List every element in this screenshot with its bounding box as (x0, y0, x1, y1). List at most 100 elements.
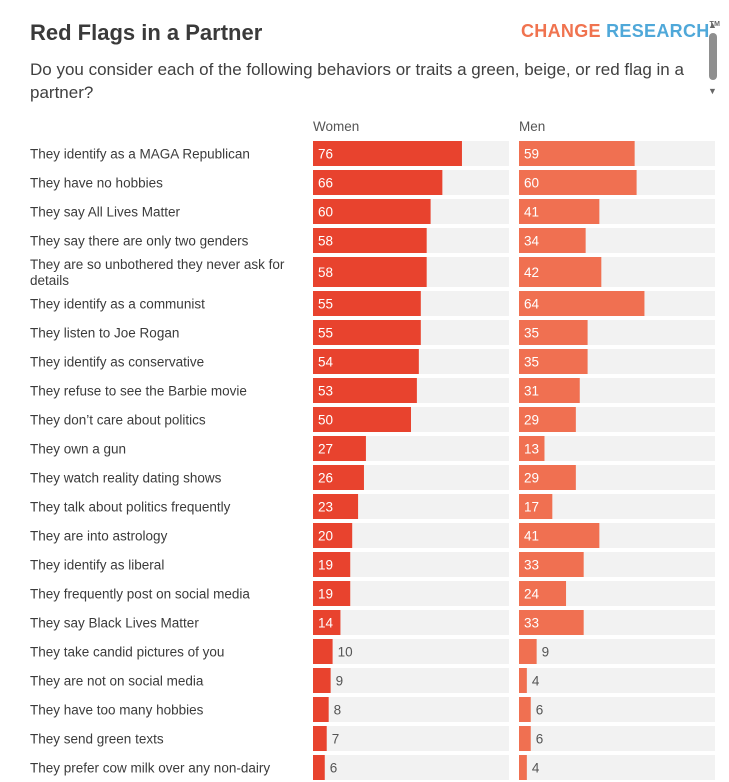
data-label-men: 29 (524, 471, 539, 486)
bar-men (519, 228, 586, 253)
row-label-line: They identify as liberal (30, 558, 164, 573)
bar-track-women (313, 697, 509, 722)
data-label-men: 41 (524, 529, 539, 544)
row-label: They listen to Joe Rogan (30, 326, 179, 341)
data-label-women: 6 (330, 761, 338, 776)
bar-track-men (519, 436, 715, 461)
column-header-women: Women (313, 119, 359, 134)
data-label-women: 55 (318, 297, 333, 312)
row-label-line: They listen to Joe Rogan (30, 326, 179, 341)
row-label-line: They are so unbothered they never ask fo… (30, 257, 285, 272)
data-label-men: 59 (524, 147, 539, 162)
bar-men (519, 257, 602, 287)
data-label-men: 42 (524, 265, 539, 280)
row-label: They have no hobbies (30, 176, 163, 191)
bar-women (313, 494, 359, 519)
row-label: They own a gun (30, 442, 126, 457)
row-label-line: They prefer cow milk over any non-dairy (30, 761, 270, 776)
data-label-women: 26 (318, 471, 333, 486)
row-label-line: They send green texts (30, 732, 164, 747)
bar-men (519, 523, 600, 548)
scrollbar-thumb[interactable] (709, 33, 717, 80)
row-label: They identify as liberal (30, 558, 164, 573)
data-label-men: 17 (524, 500, 539, 515)
row-label-line: They say there are only two genders (30, 234, 249, 249)
row-label: They say Black Lives Matter (30, 616, 199, 631)
data-label-men: 60 (524, 176, 539, 191)
row-label: They prefer cow milk over any non-dairy (30, 761, 270, 776)
bar-men (519, 291, 645, 316)
bar-track-men (519, 726, 715, 751)
bar-track-women (313, 755, 509, 780)
bar-men (519, 494, 553, 519)
data-label-women: 58 (318, 234, 333, 249)
row-label: They are into astrology (30, 529, 168, 544)
bar-women (313, 228, 427, 253)
bar-women (313, 407, 411, 432)
bar-men (519, 407, 576, 432)
data-label-women: 54 (318, 355, 334, 370)
bar-men (519, 581, 567, 606)
bar-men (519, 141, 635, 166)
row-label-line: They watch reality dating shows (30, 471, 222, 486)
column-header-men: Men (519, 119, 545, 134)
bar-men (519, 199, 600, 224)
row-label: They watch reality dating shows (30, 471, 222, 486)
data-label-women: 23 (318, 500, 333, 515)
chart-title: Red Flags in a Partner (30, 20, 263, 45)
bar-men (519, 349, 588, 374)
chart-subtitle: Do you consider each of the following be… (30, 60, 684, 102)
data-label-women: 55 (318, 326, 333, 341)
row-label-line: They have no hobbies (30, 176, 163, 191)
bar-men (519, 726, 531, 751)
scroll-up-arrow-icon[interactable]: ▲ (708, 20, 717, 30)
data-label-men: 9 (542, 645, 550, 660)
data-label-women: 8 (334, 703, 342, 718)
data-label-men: 4 (532, 761, 540, 776)
bar-women (313, 610, 341, 635)
bar-women (313, 697, 329, 722)
bar-track-women (313, 610, 509, 635)
bar-women (313, 291, 421, 316)
scroll-down-arrow-icon[interactable]: ▼ (708, 86, 717, 96)
data-label-women: 9 (336, 674, 344, 689)
logo-word-research: RESEARCH (606, 21, 710, 41)
bar-men (519, 755, 527, 780)
row-label-line: details (30, 273, 69, 288)
bar-women (313, 349, 419, 374)
bar-men (519, 170, 637, 195)
data-label-men: 41 (524, 205, 539, 220)
data-label-men: 4 (532, 674, 540, 689)
data-label-men: 33 (524, 616, 539, 631)
data-label-women: 60 (318, 205, 333, 220)
row-label: They are not on social media (30, 674, 204, 689)
row-label: They refuse to see the Barbie movie (30, 384, 247, 399)
data-label-men: 31 (524, 384, 539, 399)
bar-women (313, 581, 351, 606)
data-label-women: 10 (338, 645, 353, 660)
data-label-men: 6 (536, 732, 544, 747)
row-label-line: They talk about politics frequently (30, 500, 231, 515)
row-label-line: They are not on social media (30, 674, 204, 689)
data-label-men: 35 (524, 355, 539, 370)
change-research-logo: CHANGE RESEARCHTM (521, 21, 720, 42)
row-label-line: They identify as a communist (30, 297, 205, 312)
bar-men (519, 697, 531, 722)
row-label: They say there are only two genders (30, 234, 249, 249)
row-label-line: They identify as a MAGA Republican (30, 147, 250, 162)
data-label-men: 64 (524, 297, 540, 312)
row-label: They frequently post on social media (30, 587, 250, 602)
bar-women (313, 552, 351, 577)
data-label-men: 6 (536, 703, 544, 718)
data-label-women: 53 (318, 384, 333, 399)
bar-women (313, 726, 327, 751)
bar-track-men (519, 639, 715, 664)
bar-women (313, 199, 431, 224)
row-label-line: They own a gun (30, 442, 126, 457)
bar-women (313, 141, 462, 166)
data-label-women: 27 (318, 442, 333, 457)
bar-track-men (519, 755, 715, 780)
data-label-women: 19 (318, 587, 333, 602)
bar-track-women (313, 668, 509, 693)
row-label: They send green texts (30, 732, 164, 747)
